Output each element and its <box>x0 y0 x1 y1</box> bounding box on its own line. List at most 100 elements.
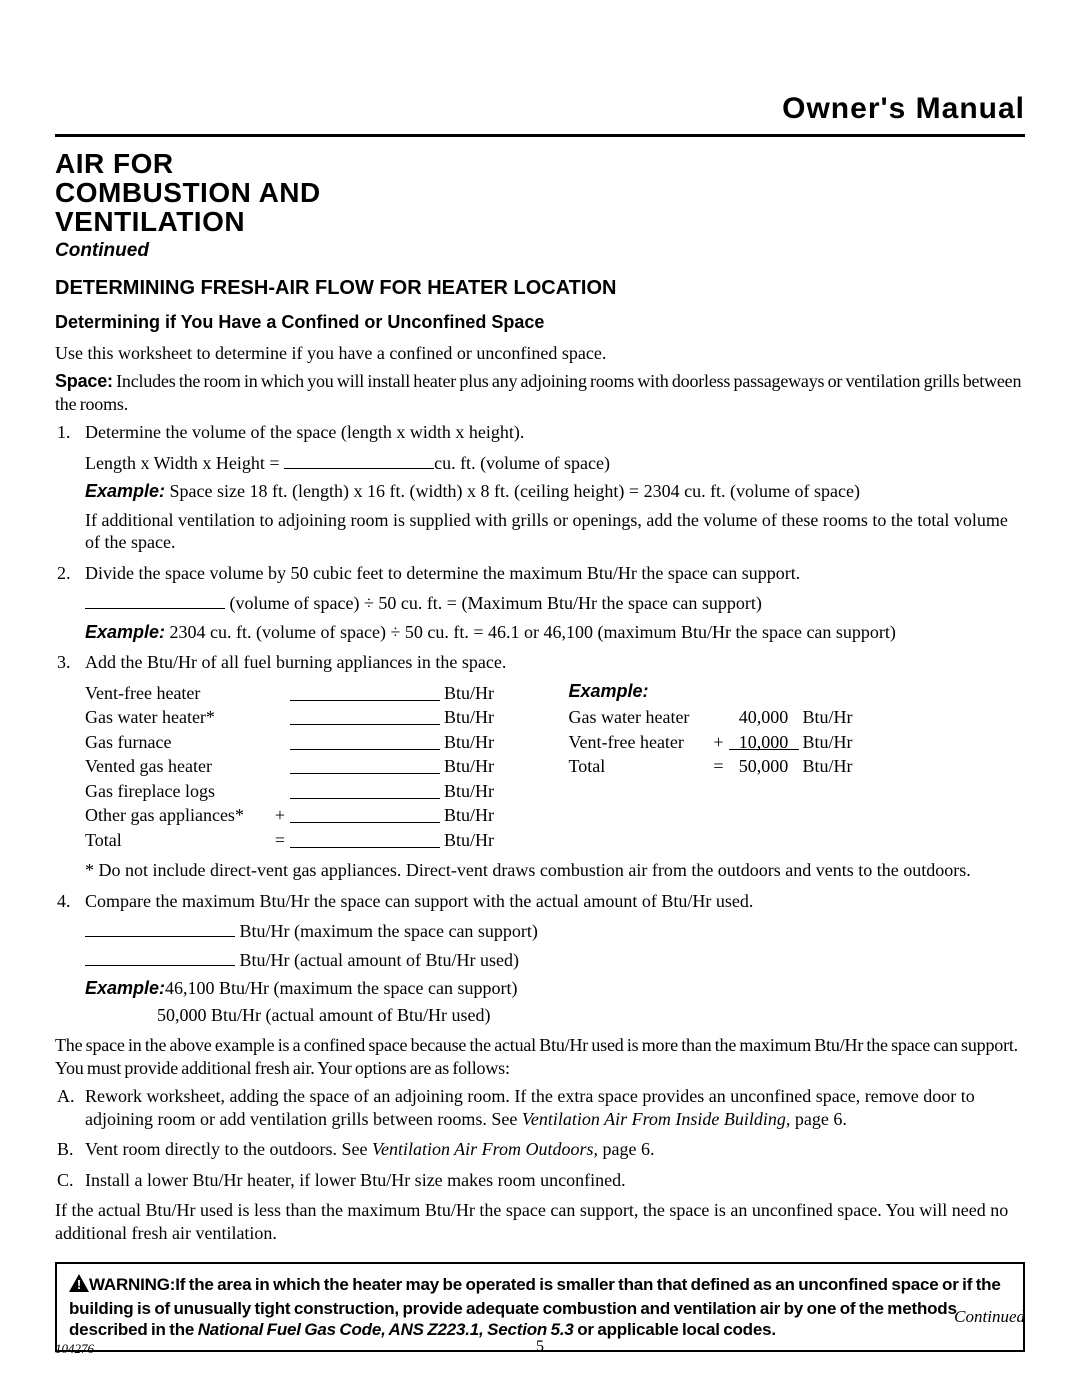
option-b-tail: page 6. <box>598 1139 654 1159</box>
option-b-ital: Ventilation Air From Outdoors, <box>372 1139 598 1159</box>
row-label: Vented gas heater <box>85 755 270 778</box>
table-row: Vent-free heater+10,000Btu/Hr <box>569 731 863 754</box>
example-label: Example: <box>85 622 165 642</box>
row-blank[interactable] <box>290 706 440 725</box>
step-2-text: Divide the space volume by 50 cubic feet… <box>85 563 800 583</box>
row-op: + <box>709 731 729 754</box>
row-op <box>270 780 290 803</box>
option-a-tail: page 6. <box>790 1109 846 1129</box>
section-title: Air For Combustion and Ventilation <box>55 149 1025 237</box>
option-b-text: Vent room directly to the outdoors. See <box>85 1139 372 1159</box>
row-unit: Btu/Hr <box>440 780 504 803</box>
warning-label: WARNING: <box>89 1274 175 1295</box>
step-3-text: Add the Btu/Hr of all fuel burning appli… <box>85 652 506 672</box>
row-blank[interactable] <box>290 780 440 799</box>
row-label: Gas fireplace logs <box>85 780 270 803</box>
example-label: Example: <box>85 978 165 998</box>
row-unit: Btu/Hr <box>799 755 863 778</box>
step-4-line2-suffix: Btu/Hr (actual amount of Btu/Hr used) <box>235 950 519 970</box>
row-blank[interactable] <box>290 682 440 701</box>
option-a-ital: Ventilation Air From Inside Building, <box>522 1109 791 1129</box>
step-2-num: 2. <box>57 562 71 585</box>
step-4-blank2[interactable] <box>85 947 235 966</box>
option-c-text: Install a lower Btu/Hr heater, if lower … <box>85 1170 626 1190</box>
option-c: C. Install a lower Btu/Hr heater, if low… <box>55 1169 1025 1192</box>
row-unit: Btu/Hr <box>440 682 504 705</box>
row-unit: Btu/Hr <box>799 706 863 729</box>
table-row: Other gas appliances*+ Btu/Hr <box>85 804 504 827</box>
step-1-blank[interactable] <box>284 450 434 469</box>
row-label: Gas furnace <box>85 731 270 754</box>
row-op: = <box>270 829 290 852</box>
row-label: Vent-free heater <box>569 731 709 754</box>
step-1-example-text: Space size 18 ft. (length) x 16 ft. (wid… <box>165 481 860 501</box>
step-2-blank[interactable] <box>85 590 225 609</box>
row-unit: Btu/Hr <box>440 755 504 778</box>
step-4-line1-suffix: Btu/Hr (maximum the space can support) <box>235 921 538 941</box>
svg-text:!: ! <box>77 1277 81 1292</box>
step-2-example-text: 2304 cu. ft. (volume of space) ÷ 50 cu. … <box>165 622 896 642</box>
title-l2: Combustion and <box>55 177 321 208</box>
row-blank[interactable] <box>290 804 440 823</box>
step-1-extra: If additional ventilation to adjoining r… <box>85 509 1025 554</box>
step-3-tables-wrap: Vent-free heater Btu/Hr Gas water heater*… <box>85 680 1025 854</box>
warning-icon: ! <box>69 1274 89 1297</box>
step-4-num: 4. <box>57 890 71 913</box>
intro-text: Use this worksheet to determine if you h… <box>55 342 1025 365</box>
row-label: Vent-free heater <box>85 682 270 705</box>
row-unit: Btu/Hr <box>440 829 504 852</box>
option-a: A. Rework worksheet, adding the space of… <box>55 1085 1025 1130</box>
step-4: 4. Compare the maximum Btu/Hr the space … <box>55 890 1025 1027</box>
row-label: Gas water heater* <box>85 706 270 729</box>
step-2-formula-suffix: (volume of space) ÷ 50 cu. ft. = (Maximu… <box>225 593 762 613</box>
option-a-num: A. <box>57 1085 75 1108</box>
table-row: Gas fireplace logs Btu/Hr <box>85 780 504 803</box>
row-blank[interactable] <box>290 755 440 774</box>
option-b: B. Vent room directly to the outdoors. S… <box>55 1138 1025 1161</box>
row-op <box>270 731 290 754</box>
space-text: Includes the room in which you will inst… <box>55 371 1021 414</box>
row-val: 10,000 <box>729 731 799 750</box>
row-blank[interactable] <box>290 731 440 750</box>
step-4-blank1[interactable] <box>85 918 235 937</box>
table-row: Vented gas heater Btu/Hr <box>85 755 504 778</box>
step-4-line2: Btu/Hr (actual amount of Btu/Hr used) <box>85 947 1025 972</box>
option-b-num: B. <box>57 1138 74 1161</box>
title-l1: Air For <box>55 148 174 179</box>
step-1: 1. Determine the volume of the space (le… <box>55 421 1025 554</box>
row-unit: Btu/Hr <box>440 706 504 729</box>
row-op <box>270 682 290 705</box>
row-op: + <box>270 804 290 827</box>
table-row: Total=50,000Btu/Hr <box>569 755 863 778</box>
step-1-example: Example: Space size 18 ft. (length) x 16… <box>85 480 1025 503</box>
step-2: 2. Divide the space volume by 50 cubic f… <box>55 562 1025 644</box>
row-label: Other gas appliances* <box>85 804 270 827</box>
step-4-ex2: 50,000 Btu/Hr (actual amount of Btu/Hr u… <box>157 1004 1025 1027</box>
step-4-text: Compare the maximum Btu/Hr the space can… <box>85 891 753 911</box>
conclusion: The space in the above example is a conf… <box>55 1034 1025 1079</box>
step-3-note: * Do not include direct-vent gas applian… <box>85 859 1025 882</box>
unconfined-note: If the actual Btu/Hr used is less than t… <box>55 1199 1025 1244</box>
row-val: 50,000 <box>729 755 799 773</box>
row-label: Total <box>85 829 270 852</box>
table-row: Gas furnaceBtu/Hr <box>85 731 504 754</box>
row-unit: Btu/Hr <box>799 731 863 754</box>
step-4-line1: Btu/Hr (maximum the space can support) <box>85 918 1025 943</box>
table-row: Total= Btu/Hr <box>85 829 504 852</box>
table-row: Gas water heater* Btu/Hr <box>85 706 504 729</box>
row-unit: Btu/Hr <box>440 804 504 827</box>
header-rule <box>55 134 1025 137</box>
subsection-heading: DETERMINING FRESH-AIR FLOW FOR HEATER LO… <box>55 276 1025 301</box>
step-2-example: Example: 2304 cu. ft. (volume of space) … <box>85 621 1025 644</box>
row-blank[interactable] <box>290 829 440 848</box>
owners-manual-heading: Owner's Manual <box>55 90 1025 128</box>
row-val: 40,000 <box>729 706 799 724</box>
footer-continued: Continued <box>954 1306 1025 1327</box>
row-op <box>270 755 290 778</box>
row-label: Gas water heater <box>569 706 709 729</box>
step-1-num: 1. <box>57 421 71 444</box>
space-label: Space: <box>55 371 113 391</box>
option-c-num: C. <box>57 1169 74 1192</box>
example-label: Example: <box>569 680 863 703</box>
step-1-text: Determine the volume of the space (lengt… <box>85 422 524 442</box>
